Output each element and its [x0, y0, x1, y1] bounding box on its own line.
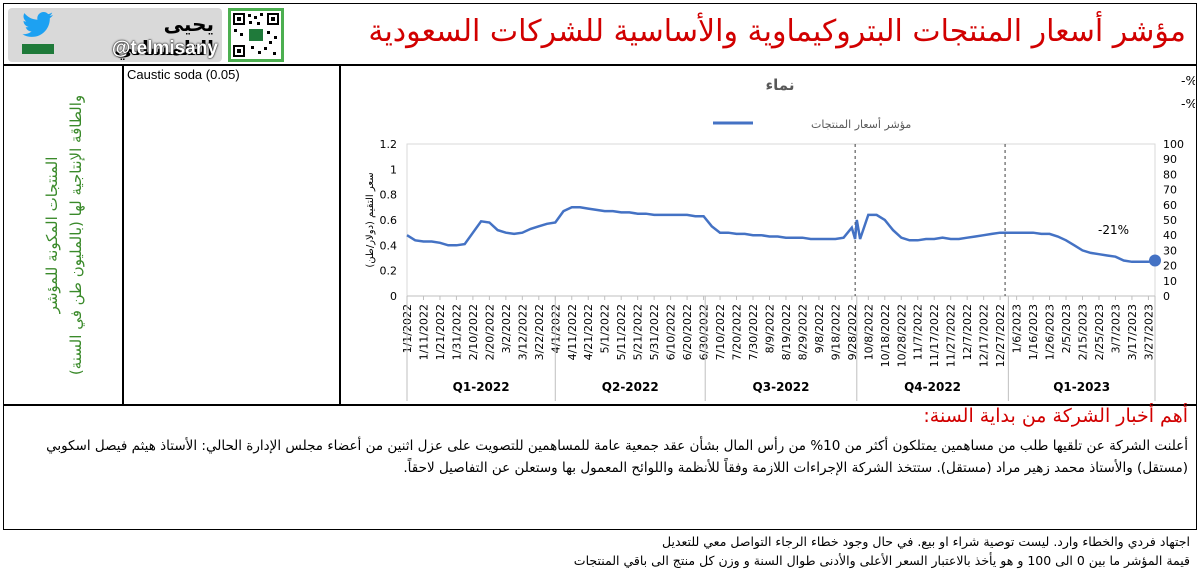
brand-name: يحيى التلمساني	[114, 12, 214, 60]
x-tick-label: 7/20/2022	[731, 304, 744, 360]
brand-badge: يحيى التلمساني @telmisany	[8, 8, 222, 62]
legend-label: مؤشر أسعار المنتجات	[811, 117, 911, 131]
x-tick-label: 10/28/2022	[895, 304, 908, 367]
y-axis-label: سعر التقيم (دولار/طن)	[365, 172, 376, 267]
quarter-label: Q1-2022	[453, 380, 510, 394]
product-item: Caustic soda (0.05)	[127, 67, 240, 82]
y2-tick-label: 50	[1163, 214, 1177, 227]
x-tick-label: 1/21/2022	[434, 304, 447, 360]
x-tick-label: 8/19/2022	[780, 304, 793, 360]
x-tick-label: 6/30/2022	[698, 304, 711, 360]
x-tick-label: 9/8/2022	[813, 304, 826, 353]
x-tick-label: 4/11/2022	[566, 304, 579, 360]
y2-tick-label: 10	[1163, 275, 1177, 288]
y2-tick-label: 30	[1163, 244, 1177, 257]
x-tick-label: 5/11/2022	[615, 304, 628, 360]
x-tick-label: 8/29/2022	[796, 304, 809, 360]
footer-index-note: قيمة المؤشر ما بين 0 الى 100 و هو يأخذ ب…	[573, 553, 1190, 568]
quarter-label: Q2-2022	[602, 380, 659, 394]
qr-code-icon	[228, 8, 284, 62]
x-tick-label: 1/11/2022	[417, 304, 430, 360]
brand-handle: @telmisany	[111, 38, 218, 59]
y2-tick-label: 0	[1163, 290, 1170, 303]
x-tick-label: 6/10/2022	[665, 304, 678, 360]
y2-tick-label: 80	[1163, 168, 1177, 181]
x-tick-label: 4/21/2022	[582, 304, 595, 360]
x-tick-label: 5/21/2022	[632, 304, 645, 360]
y-tick-label: 0.8	[380, 189, 398, 202]
products-heading-line2: والطاقة الإنتاجية لها (بالمليون طن في ال…	[67, 94, 85, 376]
footer-disclaimer: اجتهاد فردي والخطاء وارد. ليست توصية شرا…	[662, 534, 1190, 549]
products-heading-panel: المنتجات المكونة للمؤشر والطاقة الإنتاجي…	[3, 64, 124, 406]
x-tick-label: 3/7/2023	[1109, 304, 1122, 353]
x-tick-label: 7/10/2022	[714, 304, 727, 360]
quarter-label: Q1-2023	[1053, 380, 1110, 394]
news-title: أهم أخبار الشركة من بداية السنة:	[923, 405, 1188, 427]
x-tick-label: 3/2/2022	[500, 304, 513, 353]
x-tick-label: 9/18/2022	[829, 304, 842, 360]
x-tick-label: 3/17/2023	[1126, 304, 1139, 360]
y-tick-label: 1	[390, 163, 397, 176]
y2-tick-label: 100	[1163, 138, 1184, 151]
y-tick-label: 0.2	[380, 265, 398, 278]
x-tick-label: 11/7/2022	[912, 304, 925, 360]
x-tick-label: 2/10/2022	[467, 304, 480, 360]
y-tick-label: 0.6	[380, 214, 398, 227]
quarter-label: Q4-2022	[904, 380, 961, 394]
x-tick-label: 5/1/2022	[599, 304, 612, 353]
products-panel: Caustic soda (0.05)	[122, 64, 340, 406]
x-tick-label: 6/20/2022	[681, 304, 694, 360]
y2-tick-label: 60	[1163, 199, 1177, 212]
y2-tick-label: 90	[1163, 153, 1177, 166]
x-tick-label: 7/30/2022	[747, 304, 760, 360]
y-tick-label: 0.4	[380, 239, 398, 252]
products-heading-line1: المنتجات المكونة للمؤشر	[43, 156, 61, 314]
stat-yoy: التغيير عن الربع المماثل 17%-	[1181, 96, 1195, 112]
y2-tick-label: 40	[1163, 229, 1177, 242]
series-line	[406, 206, 1156, 264]
quarter-label: Q3-2022	[753, 380, 810, 394]
x-tick-label: 2/5/2023	[1060, 304, 1073, 353]
page-title: مؤشر أسعار المنتجات البتروكيماوية والأسا…	[368, 14, 1186, 49]
y-tick-label: 0	[390, 290, 397, 303]
x-tick-label: 2/15/2023	[1077, 304, 1090, 360]
change-annotation: -21%	[1098, 223, 1129, 237]
plot-area	[406, 143, 1156, 297]
stat-qoq: التغيير عن الربع السابق 21%-	[1181, 73, 1195, 89]
x-tick-label: 10/18/2022	[879, 304, 892, 367]
x-tick-label: 3/22/2022	[533, 304, 546, 360]
price-index-chart: نماء التغيير عن الربع السابق 21%- التغيي…	[365, 73, 1195, 401]
chart-panel: نماء التغيير عن الربع السابق 21%- التغيي…	[340, 64, 1197, 406]
flag-icon	[22, 44, 54, 54]
x-tick-label: 2/25/2023	[1093, 304, 1106, 360]
x-tick-label: 1/16/2023	[1027, 304, 1040, 360]
header-frame	[3, 3, 1197, 66]
y-tick-label: 1.2	[380, 138, 398, 151]
x-tick-label: 1/31/2022	[450, 304, 463, 360]
last-point-marker	[1149, 254, 1161, 267]
twitter-bird-icon	[22, 12, 53, 37]
x-tick-label: 1/26/2023	[1044, 304, 1057, 360]
x-tick-label: 11/27/2022	[945, 304, 958, 367]
x-tick-label: 10/8/2022	[862, 304, 875, 360]
products-heading: المنتجات المكونة للمؤشر والطاقة الإنتاجي…	[40, 95, 88, 375]
y2-tick-label: 20	[1163, 260, 1177, 273]
x-tick-label: 1/6/2023	[1011, 304, 1024, 353]
x-tick-label: 3/12/2022	[516, 304, 529, 360]
x-tick-label: 11/17/2022	[928, 304, 941, 367]
chart-title: نماء	[766, 76, 795, 94]
x-tick-label: 9/28/2022	[846, 304, 859, 360]
x-tick-label: 5/31/2022	[648, 304, 661, 360]
x-tick-label: 8/9/2022	[763, 304, 776, 353]
news-body: أعلنت الشركة عن تلقيها طلب من مساهمين يم…	[46, 438, 1188, 476]
news-panel: أهم أخبار الشركة من بداية السنة: أعلنت ا…	[3, 404, 1197, 530]
x-tick-label: 2/20/2022	[483, 304, 496, 360]
x-tick-label: 12/27/2022	[994, 304, 1007, 367]
x-tick-label: 12/17/2022	[978, 304, 991, 367]
x-tick-label: 12/7/2022	[961, 304, 974, 360]
x-tick-label: 3/27/2023	[1142, 304, 1155, 360]
y2-tick-label: 70	[1163, 184, 1177, 197]
